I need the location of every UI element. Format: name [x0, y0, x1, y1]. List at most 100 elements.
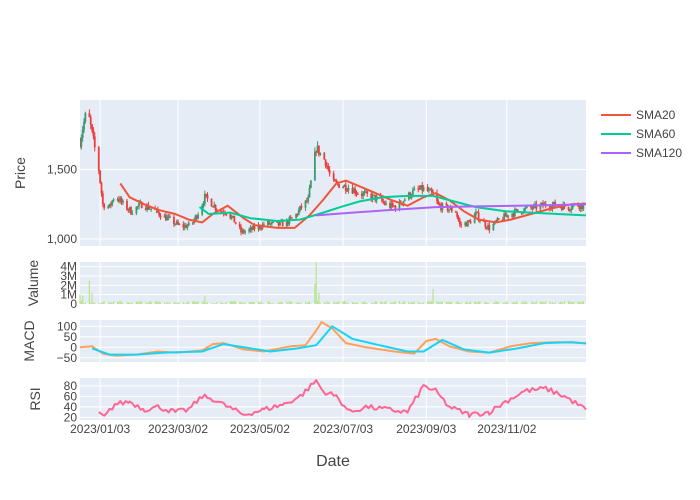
candle-body	[83, 121, 85, 130]
candle-body	[422, 187, 425, 191]
candle-body	[477, 212, 480, 221]
volume-bar	[440, 301, 442, 304]
candle-body	[454, 211, 457, 213]
volume-bar	[394, 301, 397, 304]
volume-bar	[232, 301, 234, 304]
candle-body	[300, 205, 303, 208]
volume-bar	[393, 301, 395, 304]
candle-body	[84, 112, 87, 122]
volume-bar	[121, 301, 123, 304]
volume-bar	[150, 301, 152, 304]
candle-body	[346, 190, 348, 192]
candle-body	[465, 222, 468, 227]
volume-bar	[534, 302, 536, 304]
candle-body	[164, 215, 167, 221]
volume-bar	[357, 302, 359, 304]
volume-bar	[173, 302, 175, 304]
candle-body	[296, 214, 299, 216]
candle-body	[248, 229, 251, 232]
candle-body	[429, 189, 432, 191]
volume-ytick-label: 0	[70, 297, 77, 311]
candle-body	[531, 207, 534, 209]
candle-body	[360, 193, 363, 197]
volume-bar	[457, 301, 460, 304]
candle-body	[136, 206, 139, 208]
candle-body	[211, 206, 214, 208]
candle-body	[220, 210, 222, 212]
volume-bar	[427, 301, 429, 304]
volume-bar	[412, 302, 414, 304]
candle-body	[308, 187, 311, 198]
candle-body	[402, 201, 405, 205]
volume-bar	[278, 302, 280, 304]
candle-body	[418, 188, 421, 190]
candle-body	[326, 165, 328, 167]
volume-bar	[131, 302, 133, 304]
volume-bar	[193, 301, 195, 304]
volume-bar	[554, 302, 556, 304]
volume-bar	[286, 301, 288, 304]
volume-bar	[436, 301, 438, 304]
candle-body	[276, 221, 279, 223]
volume-bar	[119, 301, 121, 304]
legend-item-sma60[interactable]: SMA60	[601, 127, 676, 141]
volume-bar	[291, 302, 293, 304]
volume-bar	[343, 301, 346, 304]
candle-body	[327, 165, 330, 170]
candle-body	[469, 221, 472, 224]
volume-bar	[531, 301, 533, 304]
legend-item-sma20[interactable]: SMA20	[601, 108, 676, 122]
volume-bar	[98, 303, 100, 304]
candle-body	[475, 211, 477, 215]
candle-body	[437, 201, 440, 205]
volume-bar	[243, 302, 245, 304]
candle-body	[291, 217, 293, 219]
candle-body	[534, 203, 536, 205]
candle-body	[403, 199, 406, 202]
volume-bar	[127, 302, 129, 304]
candle-body	[539, 204, 542, 210]
volume-bar	[244, 302, 246, 304]
candle-body	[420, 185, 422, 190]
volume-bar	[149, 301, 151, 304]
volume-bar	[467, 302, 469, 304]
volume-bar	[159, 302, 162, 304]
candle-body	[240, 227, 242, 233]
volume-bar	[139, 301, 141, 304]
volume-bar	[112, 301, 115, 304]
legend-item-sma120[interactable]: SMA120	[601, 146, 682, 160]
candle-body	[252, 225, 255, 230]
volume-bar	[147, 302, 150, 304]
volume-bar	[543, 302, 545, 304]
volume-bar	[257, 301, 260, 304]
candle-body	[334, 179, 336, 182]
candle-body	[342, 186, 344, 188]
volume-bar	[272, 302, 274, 304]
candle-body	[421, 185, 424, 191]
candle-body	[250, 227, 253, 230]
volume-bar	[374, 301, 376, 304]
candle-body	[135, 206, 138, 214]
volume-bar	[400, 303, 402, 304]
volume-bar	[169, 302, 171, 304]
volume-bar	[229, 301, 231, 304]
candle-body	[417, 188, 420, 190]
candle-body	[130, 207, 132, 215]
candle-body	[234, 222, 237, 224]
candle-body	[540, 202, 543, 205]
volume-bar	[484, 301, 486, 304]
candle-body	[304, 200, 307, 208]
candle-body	[88, 112, 91, 118]
volume-bar	[561, 302, 563, 304]
candle-body	[122, 200, 124, 203]
candle-body	[373, 194, 375, 196]
candle-body	[148, 208, 151, 210]
volume-bar	[94, 302, 96, 304]
candle-body	[430, 189, 433, 192]
candle-body	[118, 199, 120, 202]
candle-body	[571, 205, 574, 209]
candle-body	[140, 201, 143, 209]
volume-bar	[522, 301, 524, 304]
candle-body	[485, 227, 488, 229]
volume-ytick-label: 2M	[60, 278, 77, 292]
